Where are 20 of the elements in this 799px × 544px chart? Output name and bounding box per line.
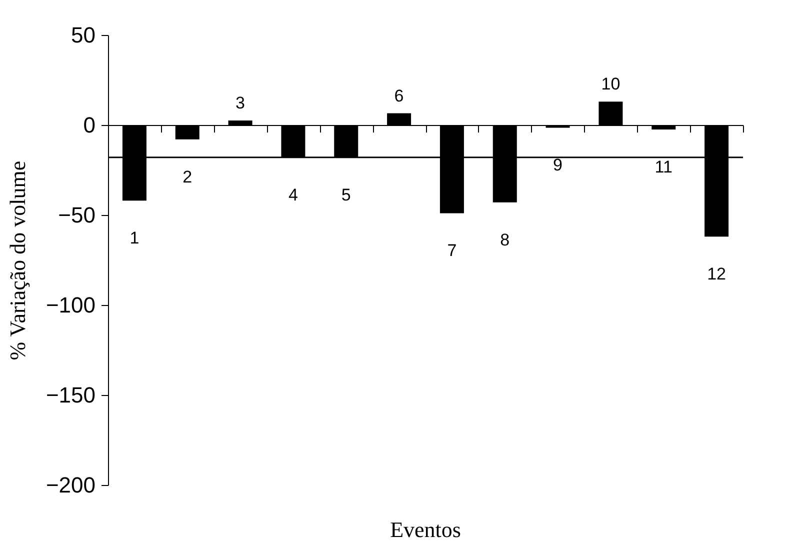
y-tick-label: 0 xyxy=(83,112,96,138)
y-tick-label: 50 xyxy=(71,22,96,48)
y-tick-label: −50 xyxy=(58,202,96,228)
x-tick-label: 11 xyxy=(654,158,672,176)
y-tick-label: −200 xyxy=(46,472,96,498)
x-axis-title: Eventos xyxy=(390,517,461,542)
y-tick-label: −100 xyxy=(46,292,96,318)
x-tick-label: 1 xyxy=(130,228,140,248)
x-tick-label: 9 xyxy=(553,156,563,175)
x-tick-label: 10 xyxy=(601,74,620,94)
x-tick-label: 7 xyxy=(447,241,457,260)
x-tick-label: 4 xyxy=(288,185,298,204)
y-tick-label: −150 xyxy=(46,382,96,408)
y-axis-title: % Variação do volume xyxy=(4,160,30,360)
x-tick-label: 12 xyxy=(707,264,726,284)
x-tick-label: 3 xyxy=(236,94,246,112)
x-tick-label: 5 xyxy=(341,185,351,204)
x-tick-label: 2 xyxy=(182,167,192,186)
x-tick-label: 6 xyxy=(394,86,404,106)
x-tick-label: 8 xyxy=(500,230,510,250)
